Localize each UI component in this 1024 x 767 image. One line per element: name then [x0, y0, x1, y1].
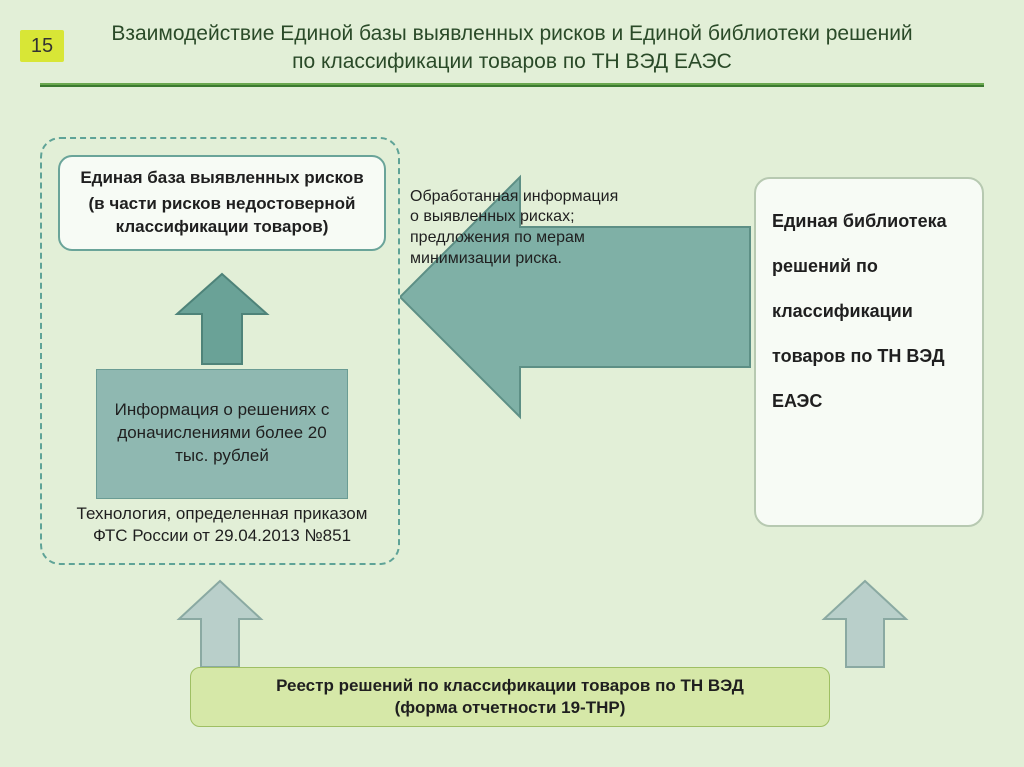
slide-header: 15 Взаимодействие Единой базы выявленных… — [0, 0, 1024, 97]
info-box-text: Информация о решениях с доначислениями б… — [105, 399, 339, 468]
tech-caption: Технология, определенная приказом ФТС Ро… — [58, 503, 386, 547]
registry-box: Реестр решений по классификации товаров … — [190, 667, 830, 727]
slide-title: Взаимодействие Единой базы выявленных ри… — [40, 20, 984, 77]
info-box: Информация о решениях с доначислениями б… — [96, 369, 348, 499]
slide: 15 Взаимодействие Единой базы выявленных… — [0, 0, 1024, 767]
library-box-text: Единая библиотека решений по классификац… — [772, 211, 947, 411]
slide-number-text: 15 — [31, 35, 53, 58]
slide-content: Единая база выявленных рисков (в части р… — [0, 97, 1024, 757]
library-box: Единая библиотека решений по классификац… — [754, 177, 984, 527]
arrow-up-icon — [172, 269, 272, 369]
header-divider — [40, 83, 984, 87]
risk-db-line1: Единая база выявленных рисков — [68, 167, 376, 190]
risk-database-box: Единая база выявленных рисков (в части р… — [58, 155, 386, 251]
risk-db-line2: (в части рисков недостоверной классифика… — [68, 193, 376, 239]
arrow-label: Обработанная информация о выявленных рис… — [410, 187, 620, 270]
registry-box-text: Реестр решений по классификации товаров … — [276, 675, 744, 719]
risk-group-dashed: Единая база выявленных рисков (в части р… — [40, 137, 400, 565]
arrow-up-right-icon — [820, 577, 910, 671]
arrow-up-left-icon — [175, 577, 265, 671]
slide-number-badge: 15 — [20, 30, 64, 62]
